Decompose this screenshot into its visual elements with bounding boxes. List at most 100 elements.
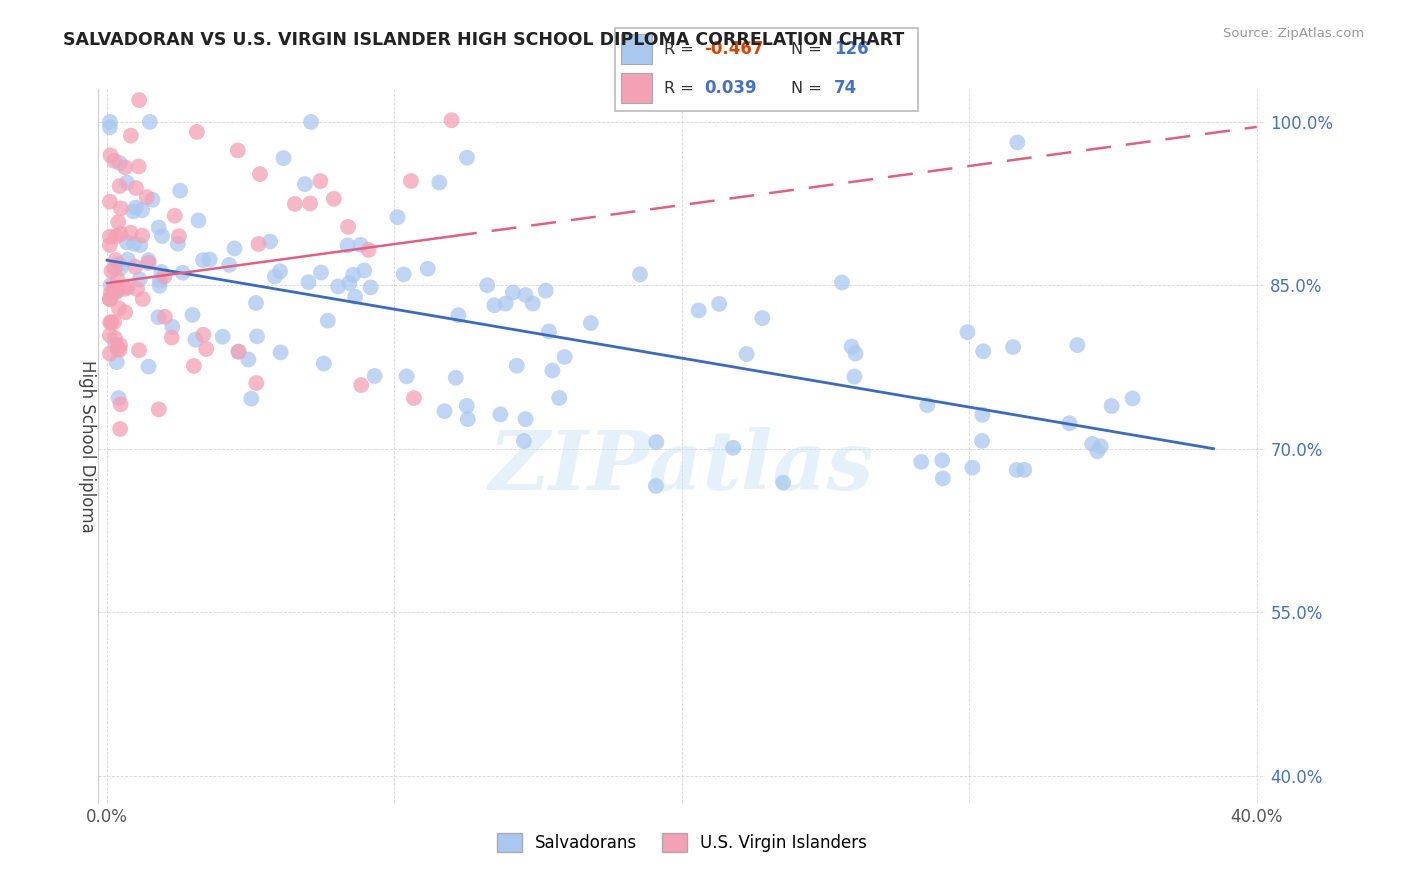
Point: [328, 279, 350, 293]
Point: [120, 226, 142, 240]
Point: [224, 241, 246, 255]
Point: [342, 268, 364, 282]
Point: [108, 301, 131, 316]
Point: [245, 296, 267, 310]
Point: [534, 284, 557, 298]
Point: [247, 237, 270, 252]
Point: [495, 296, 517, 310]
Point: [150, 265, 173, 279]
Point: [270, 345, 292, 359]
Point: [108, 422, 131, 436]
Point: [98, 194, 121, 209]
Point: [108, 179, 131, 194]
Point: [387, 210, 409, 224]
Point: [115, 235, 138, 250]
Point: [628, 268, 651, 282]
Point: [917, 398, 939, 412]
Text: R =: R =: [664, 42, 699, 57]
Text: -0.467: -0.467: [704, 40, 763, 58]
Point: [299, 196, 322, 211]
Point: [772, 475, 794, 490]
Point: [337, 276, 360, 290]
Point: [191, 253, 214, 268]
Point: [127, 282, 149, 296]
Point: [238, 352, 260, 367]
Point: [363, 368, 385, 383]
Point: [962, 460, 984, 475]
Point: [972, 408, 994, 422]
Point: [169, 184, 191, 198]
Text: N =: N =: [792, 42, 827, 57]
Point: [1002, 340, 1025, 354]
Point: [444, 370, 467, 384]
Point: [114, 305, 136, 319]
Point: [167, 229, 190, 244]
Point: [309, 266, 332, 280]
Point: [104, 253, 127, 268]
Point: [932, 471, 955, 485]
Point: [399, 174, 422, 188]
Point: [831, 276, 853, 290]
Point: [129, 238, 152, 252]
Point: [105, 281, 128, 295]
Bar: [621, 73, 652, 103]
Point: [198, 252, 221, 267]
Point: [100, 278, 122, 293]
Point: [554, 350, 576, 364]
Point: [735, 347, 758, 361]
Point: [148, 310, 170, 325]
Point: [477, 278, 499, 293]
Point: [970, 434, 993, 448]
Point: [149, 274, 172, 288]
Point: [309, 174, 332, 188]
Point: [506, 359, 529, 373]
Point: [138, 253, 160, 268]
Text: ZIPatlas: ZIPatlas: [489, 427, 875, 508]
Point: [284, 197, 307, 211]
Point: [440, 113, 463, 128]
Point: [100, 264, 122, 278]
Text: 74: 74: [834, 79, 858, 97]
Point: [195, 342, 218, 356]
Point: [1059, 416, 1081, 430]
Point: [707, 297, 730, 311]
Point: [344, 290, 367, 304]
Point: [841, 340, 863, 354]
Point: [131, 228, 153, 243]
Point: [104, 337, 127, 351]
Point: [240, 392, 263, 406]
Point: [844, 346, 866, 360]
Point: [122, 236, 145, 251]
Point: [128, 272, 150, 286]
Point: [972, 344, 994, 359]
Point: [98, 346, 121, 360]
Point: [228, 344, 250, 359]
Point: [138, 359, 160, 374]
Point: [107, 342, 129, 356]
Point: [110, 260, 132, 275]
Point: [218, 258, 240, 272]
Point: [128, 160, 150, 174]
Point: [931, 453, 953, 467]
Point: [100, 285, 122, 300]
Point: [105, 229, 128, 244]
Point: [1085, 444, 1108, 458]
Point: [103, 153, 125, 168]
Point: [228, 344, 250, 359]
Point: [226, 144, 249, 158]
Point: [115, 176, 138, 190]
Point: [541, 363, 564, 377]
Point: [98, 229, 121, 244]
Point: [184, 333, 207, 347]
Point: [263, 269, 285, 284]
Point: [128, 93, 150, 107]
Point: [416, 261, 439, 276]
Point: [211, 330, 233, 344]
Text: 126: 126: [834, 40, 869, 58]
Point: [395, 369, 418, 384]
Point: [513, 434, 536, 448]
Point: [141, 193, 163, 207]
Point: [447, 308, 470, 322]
Point: [489, 408, 512, 422]
Text: SALVADORAN VS U.S. VIRGIN ISLANDER HIGH SCHOOL DIPLOMA CORRELATION CHART: SALVADORAN VS U.S. VIRGIN ISLANDER HIGH …: [63, 31, 904, 49]
